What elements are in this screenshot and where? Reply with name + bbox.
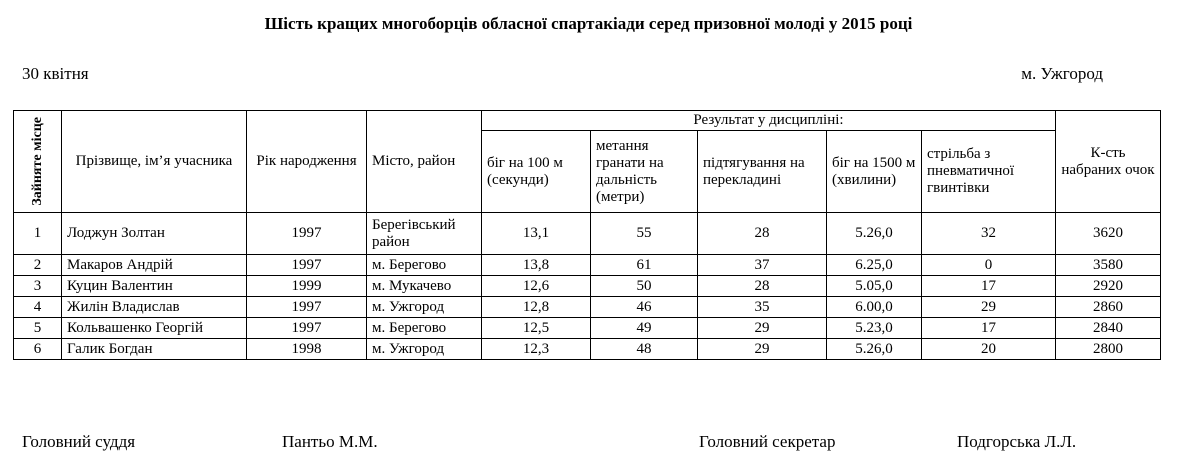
table-cell: 46	[590, 296, 698, 318]
table-cell: Куцин Валентин	[61, 275, 247, 297]
table-cell: 2860	[1055, 296, 1161, 318]
table-cell: 55	[590, 212, 698, 255]
table-cell: 13,1	[481, 212, 591, 255]
table-cell: 3580	[1055, 254, 1161, 276]
table-cell: Галик Богдан	[61, 338, 247, 360]
table-cell: 20	[921, 338, 1056, 360]
table-cell: м. Берегово	[366, 254, 482, 276]
table-cell: Лоджун Золтан	[61, 212, 247, 255]
header-cell: підтягування на перекладині	[697, 130, 827, 213]
results-table: Зайняте місце Прізвище, ім’я учасника Рі…	[13, 110, 1161, 360]
table-cell: 6.25,0	[826, 254, 922, 276]
table-cell: 3620	[1055, 212, 1161, 255]
header-cell: Прізвище, ім’я учасника	[61, 110, 247, 213]
table-cell: 17	[921, 317, 1056, 339]
table-cell: 29	[697, 338, 827, 360]
table-cell: 5.23,0	[826, 317, 922, 339]
table-cell: 4	[13, 296, 62, 318]
place: м. Ужгород	[1021, 64, 1103, 83]
table-cell: 1999	[246, 275, 367, 297]
table-cell: 12,8	[481, 296, 591, 318]
table-cell: 12,3	[481, 338, 591, 360]
table-cell: 5.26,0	[826, 212, 922, 255]
table-cell: 1997	[246, 296, 367, 318]
table-cell: 49	[590, 317, 698, 339]
table-cell: 5.05,0	[826, 275, 922, 297]
header-cell: Результат у дисципліні:	[481, 110, 1056, 131]
table-cell: 12,5	[481, 317, 591, 339]
title: Шість кращих многоборців обласної спарта…	[264, 14, 913, 33]
header-text: Зайняте місце	[30, 117, 45, 206]
table-cell: 35	[697, 296, 827, 318]
secretary-name: Подгорська Л.Л.	[957, 432, 1077, 451]
table-cell: 1997	[246, 254, 367, 276]
table-cell: 28	[697, 212, 827, 255]
table-cell: 2	[13, 254, 62, 276]
table-cell: 5.26,0	[826, 338, 922, 360]
table-cell: Кольвашенко Георгій	[61, 317, 247, 339]
table-cell: 12,6	[481, 275, 591, 297]
table-cell: 29	[697, 317, 827, 339]
table-cell: 5	[13, 317, 62, 339]
table-row: 5 Кольвашенко Георгій 1997 м. Берегово 12,5 4…	[13, 317, 1161, 339]
table-cell: 28	[697, 275, 827, 297]
table-cell: 2920	[1055, 275, 1161, 297]
table-cell: м. Ужгород	[366, 338, 482, 360]
table-cell: 1997	[246, 317, 367, 339]
table-cell: 37	[697, 254, 827, 276]
table-cell: 2840	[1055, 317, 1161, 339]
table-cell: 32	[921, 212, 1056, 255]
table-cell: 1998	[246, 338, 367, 360]
table-cell: 29	[921, 296, 1056, 318]
header-cell: стрільба з пневматичної гвинтівки	[921, 130, 1056, 213]
table-row: 3 Куцин Валентин 1999 м. Мукачево 12,6 50 28 5.…	[13, 275, 1161, 297]
header-cell: метання гранати на дальність (метри)	[590, 130, 698, 213]
table-row: 6 Галик Богдан 1998 м. Ужгород 12,3 48 29 5.26,…	[13, 338, 1161, 360]
table-cell: Жилін Владислав	[61, 296, 247, 318]
header-cell: К-сть набраних очок	[1055, 110, 1161, 213]
header-cell: Рік народження	[246, 110, 367, 213]
table-row: 4 Жилін Владислав 1997 м. Ужгород 12,8 46 35 6.…	[13, 296, 1161, 318]
table-cell: 1	[13, 212, 62, 255]
table-cell: 61	[590, 254, 698, 276]
table-cell: м. Берегово	[366, 317, 482, 339]
secretary-role: Головний секретар	[699, 432, 836, 451]
table-cell: 1997	[246, 212, 367, 255]
date: 30 квітня	[22, 64, 89, 83]
table-cell: Берегівський район	[366, 212, 482, 255]
table-cell: 6	[13, 338, 62, 360]
header-cell: біг на 1500 м (хвилини)	[826, 130, 922, 213]
judge-name: Пантьо М.М.	[282, 432, 378, 451]
judge-role: Головний суддя	[22, 432, 136, 451]
table-cell: 2800	[1055, 338, 1161, 360]
table-cell: 0	[921, 254, 1056, 276]
table-row: 1 Лоджун Золтан 1997 Берегівський район 13,1…	[13, 212, 1161, 255]
table-cell: 6.00,0	[826, 296, 922, 318]
header-cell: Зайняте місце	[13, 110, 62, 213]
header-cell: біг на 100 м (секунди)	[481, 130, 591, 213]
table-cell: м. Мукачево	[366, 275, 482, 297]
table-cell: 48	[590, 338, 698, 360]
table-cell: м. Ужгород	[366, 296, 482, 318]
table-cell: 13,8	[481, 254, 591, 276]
table-cell: 50	[590, 275, 698, 297]
table-cell: 17	[921, 275, 1056, 297]
table-cell: 3	[13, 275, 62, 297]
header-cell: Місто, район	[366, 110, 482, 213]
table-cell: Макаров Андрій	[61, 254, 247, 276]
table-row: 2 Макаров Андрій 1997 м. Берегово 13,8 61 37 6.…	[13, 254, 1161, 276]
